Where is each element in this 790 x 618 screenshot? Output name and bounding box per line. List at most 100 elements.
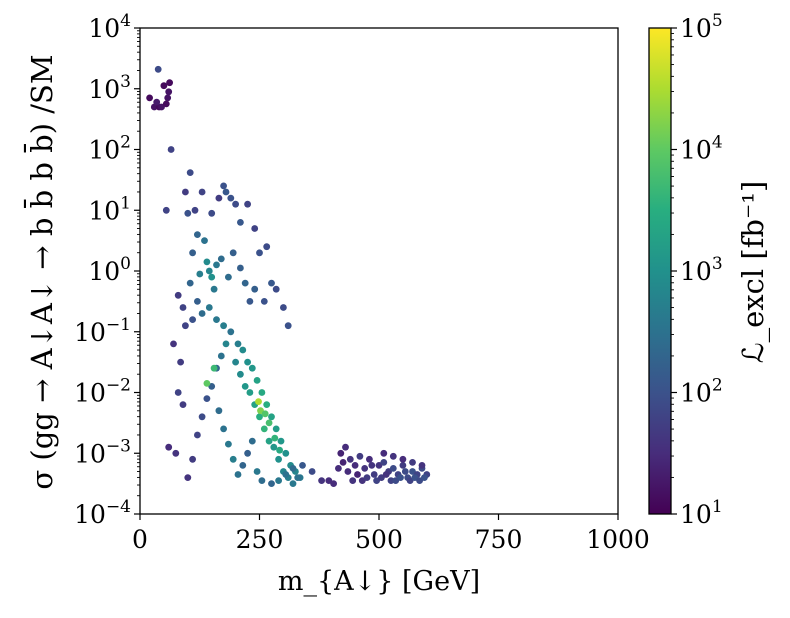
data-point xyxy=(275,477,282,484)
data-point xyxy=(418,462,426,469)
data-point xyxy=(239,346,247,354)
data-point xyxy=(194,298,201,305)
data-point xyxy=(258,389,266,396)
data-point xyxy=(162,206,170,214)
data-point xyxy=(282,471,290,478)
data-point xyxy=(213,261,220,269)
data-point xyxy=(246,389,254,396)
x-tick-label: 250 xyxy=(236,525,284,554)
data-point xyxy=(256,413,263,421)
data-point xyxy=(356,452,364,460)
data-point xyxy=(167,146,175,153)
data-point xyxy=(263,243,271,251)
data-point xyxy=(241,279,249,287)
data-point xyxy=(399,455,407,463)
data-point xyxy=(308,468,316,475)
data-point xyxy=(153,98,161,106)
data-point xyxy=(351,462,359,469)
data-point xyxy=(146,94,154,102)
data-point xyxy=(194,231,201,239)
data-point xyxy=(229,249,237,257)
data-point xyxy=(186,279,194,287)
data-point xyxy=(237,370,244,378)
data-point xyxy=(370,471,378,478)
data-point xyxy=(258,477,266,484)
x-tick-label: 500 xyxy=(355,525,403,554)
data-point xyxy=(217,352,225,360)
y-tick-label: 10−4 xyxy=(74,497,131,529)
data-point xyxy=(184,474,192,481)
data-point xyxy=(222,188,230,196)
data-point xyxy=(198,310,206,317)
data-point xyxy=(234,471,242,478)
data-point xyxy=(198,188,206,196)
data-point xyxy=(366,455,373,463)
data-point xyxy=(389,465,397,472)
y-tick-label: 10−1 xyxy=(74,315,131,347)
data-point xyxy=(234,340,242,348)
data-point xyxy=(271,434,279,442)
data-point xyxy=(162,100,170,108)
data-point xyxy=(284,322,292,330)
data-point xyxy=(237,219,244,226)
data-point xyxy=(330,480,337,487)
data-point xyxy=(389,452,397,460)
data-point xyxy=(203,258,211,266)
data-point xyxy=(210,285,218,293)
data-point xyxy=(255,398,262,405)
colorbar-tick-label: 102 xyxy=(680,376,723,408)
data-point xyxy=(260,425,268,433)
data-point xyxy=(229,455,237,463)
x-axis-ticks: 0 250 500 750 1000 xyxy=(132,514,650,554)
data-point xyxy=(205,267,213,275)
data-point xyxy=(220,425,228,433)
y-axis-label: σ (gg → A↓A↓ → b b̄ b b̄) /SM xyxy=(23,54,59,489)
data-point xyxy=(275,455,282,463)
data-point xyxy=(397,474,404,481)
data-point xyxy=(337,449,345,457)
data-point xyxy=(294,474,302,481)
data-point xyxy=(289,480,297,487)
data-point xyxy=(174,291,182,299)
data-point xyxy=(172,449,180,457)
data-point xyxy=(248,364,256,372)
data-point xyxy=(349,477,357,484)
data-point xyxy=(201,237,208,245)
data-point xyxy=(421,474,428,481)
data-point xyxy=(378,474,385,481)
colorbar xyxy=(648,27,672,515)
data-point xyxy=(213,316,220,323)
data-points xyxy=(146,65,431,487)
data-point xyxy=(265,419,273,427)
data-point xyxy=(215,407,223,415)
data-point xyxy=(189,316,197,323)
data-point xyxy=(220,322,228,330)
data-point xyxy=(268,480,275,487)
colorbar-label: ℒ_excl [fb⁻¹] xyxy=(736,181,771,364)
colorbar-ticks: 101 102 103 104 105 xyxy=(671,11,723,529)
data-point xyxy=(164,94,172,102)
y-tick-label: 103 xyxy=(88,72,131,104)
data-point xyxy=(237,264,244,272)
data-point xyxy=(346,455,354,463)
data-point xyxy=(270,443,278,451)
colorbar-tick-label: 105 xyxy=(680,11,723,43)
data-point xyxy=(380,449,388,457)
data-point xyxy=(165,443,173,451)
data-point xyxy=(198,413,206,421)
data-point xyxy=(246,298,254,305)
data-point xyxy=(232,200,240,208)
data-point xyxy=(189,249,197,257)
data-point xyxy=(208,273,216,281)
data-point xyxy=(189,455,197,463)
y-tick-label: 10−3 xyxy=(74,436,131,468)
y-tick-label: 102 xyxy=(88,133,131,165)
data-point xyxy=(361,465,369,472)
data-point xyxy=(354,471,361,478)
data-point xyxy=(215,194,223,202)
data-point xyxy=(363,474,371,481)
colorbar-tick-label: 101 xyxy=(680,497,723,529)
data-point xyxy=(220,182,228,190)
data-point xyxy=(186,169,194,177)
